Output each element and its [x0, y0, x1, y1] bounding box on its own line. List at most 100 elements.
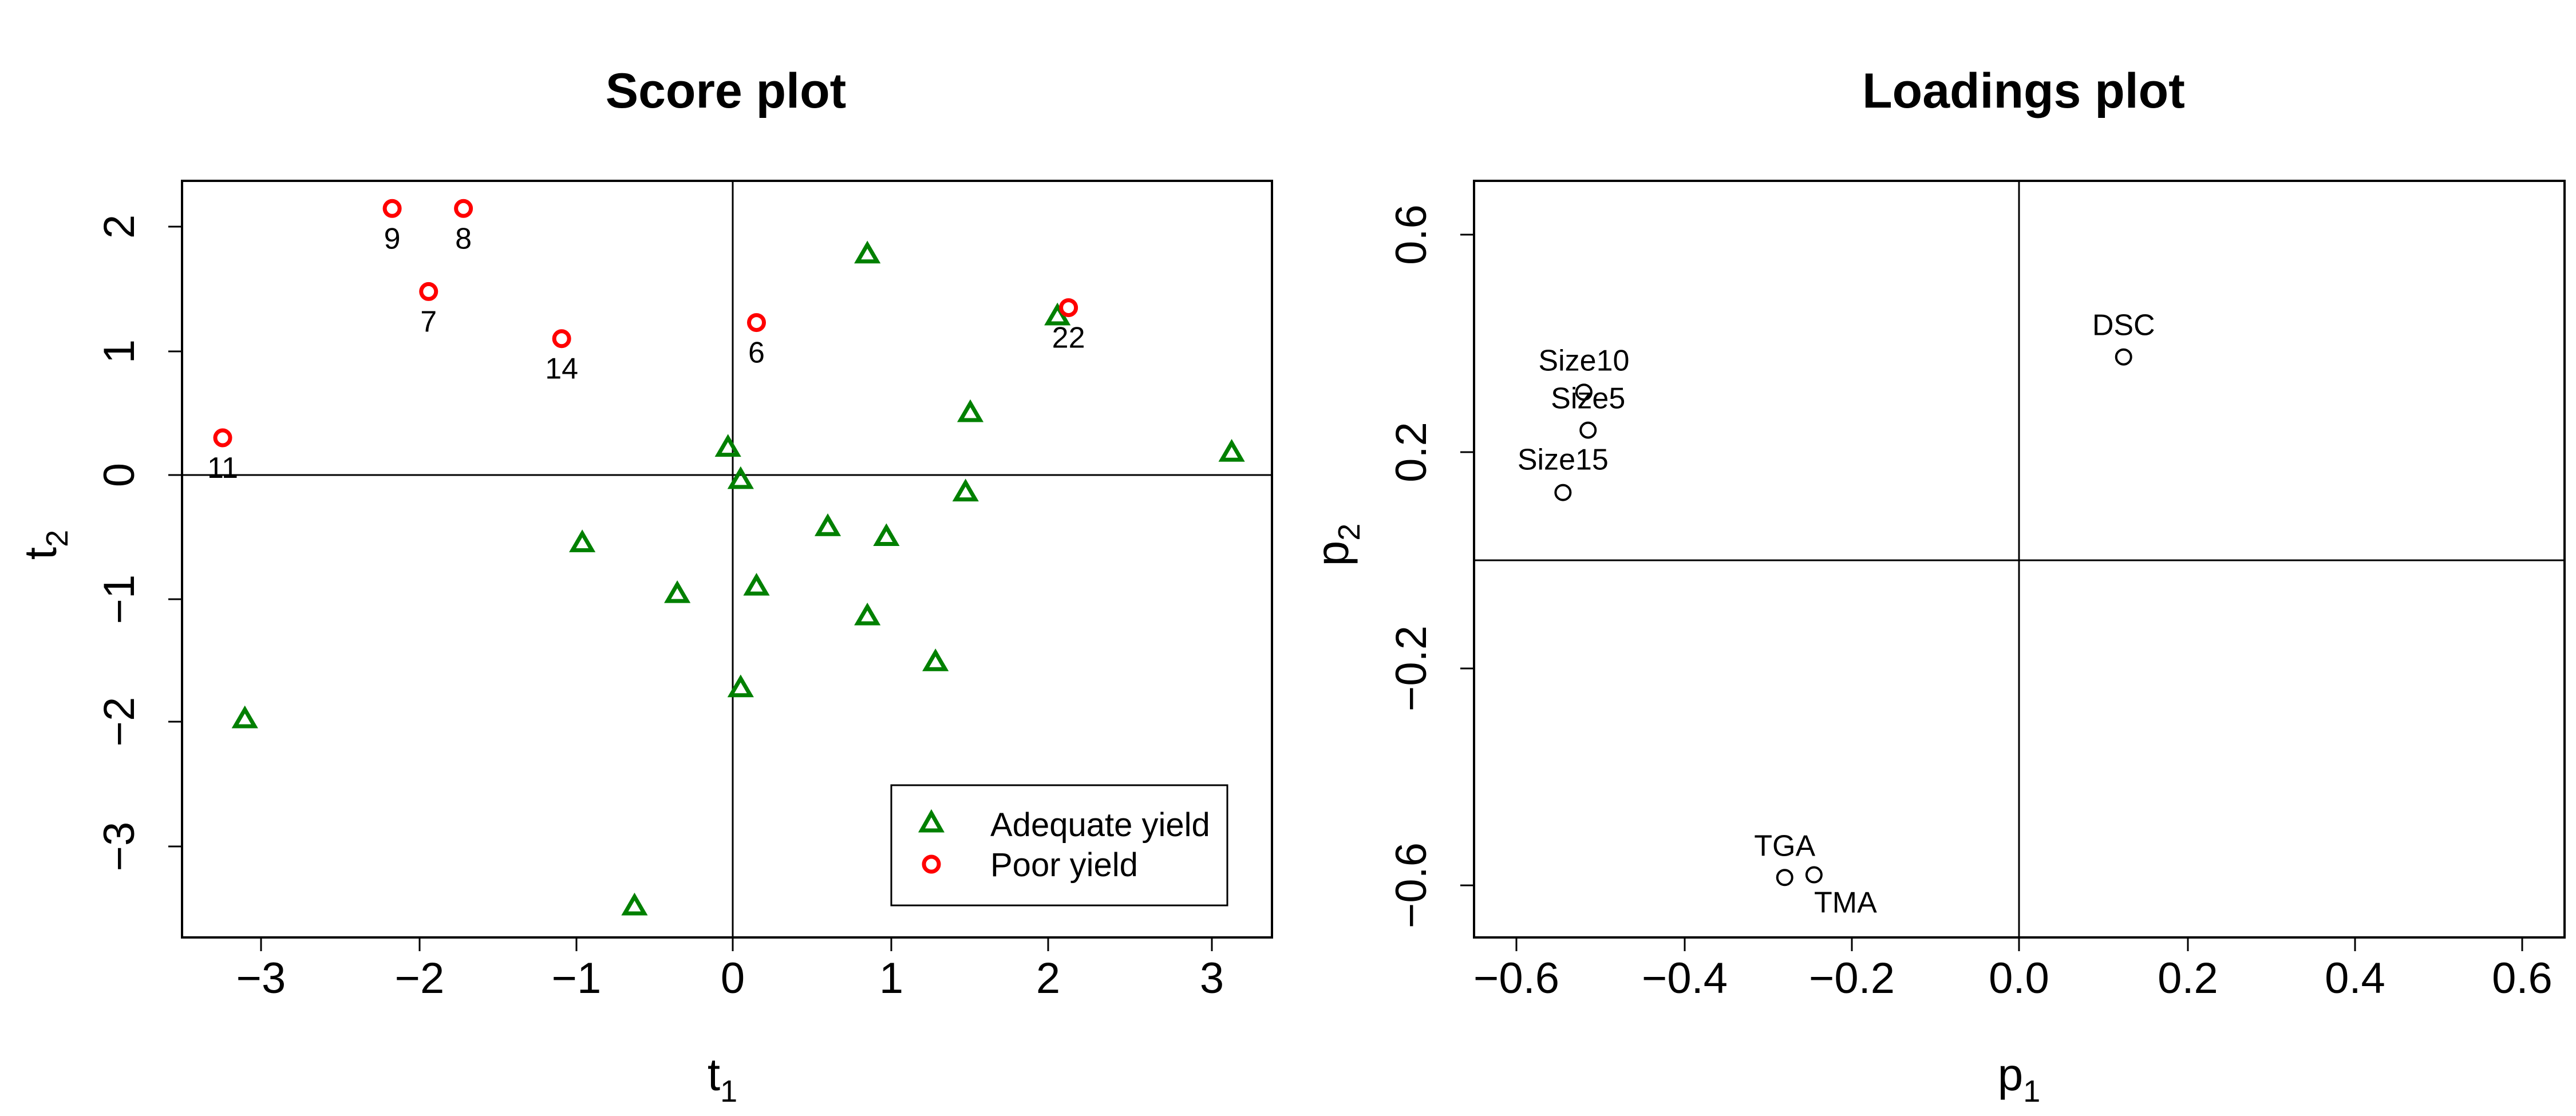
score-x-tick-label: −2	[395, 954, 445, 1003]
loadings-x-tick-7: 0.6	[2492, 937, 2553, 1003]
poor-yield-point-label: 14	[545, 353, 578, 386]
loadings-x-tick-label: 0.4	[2325, 954, 2385, 1003]
score-plot-title: Score plot	[606, 64, 847, 118]
score-x-tick-label: 3	[1200, 954, 1224, 1003]
score-y-tick-4: 0	[95, 463, 182, 487]
loadings-x-tick-label: −0.6	[1473, 954, 1559, 1003]
adequate-yield-point	[873, 523, 900, 547]
adequate-yield-point	[814, 513, 841, 536]
loading-point-label: Size10	[1538, 344, 1629, 377]
score-plot-y-label: t2	[15, 530, 74, 560]
score-y-tick-6: 2	[95, 215, 182, 239]
loadings-x-tick-3: −0.2	[1809, 937, 1895, 1003]
loadings-plot-points: DSC Size10 Size5 Size15 TGA TMA	[1518, 309, 2155, 920]
loadings-plot-y-label: p2	[1307, 524, 1366, 567]
loadings-x-tick-label: 0.6	[2492, 954, 2553, 1003]
loading-point	[1579, 421, 1597, 439]
score-x-tick-1: −3	[236, 937, 286, 1003]
loadings-plot-x-axis: −0.6 −0.4 −0.2 0.0 0.2 0.4 0.6	[1473, 936, 2553, 1003]
poor-yield-point-label: 8	[455, 222, 472, 255]
adequate-yield-point	[621, 892, 648, 916]
loadings-x-tick-1: −0.6	[1473, 937, 1559, 1003]
score-y-tick-5: 1	[95, 339, 182, 363]
loadings-y-tick-1: −0.6	[1387, 842, 1474, 928]
loadings-x-tick-label: −0.2	[1809, 954, 1895, 1003]
score-x-tick-3: −1	[552, 937, 601, 1003]
legend-box	[890, 784, 1228, 907]
score-x-tick-label: −3	[236, 954, 286, 1003]
score-plot-y-axis: −3 −2 −1 0 1 2	[95, 215, 183, 872]
loadings-y-tick-label: 0.2	[1387, 422, 1436, 482]
score-y-tick-label: 1	[95, 339, 144, 363]
score-x-tick-7: 3	[1200, 937, 1224, 1003]
legend-label: Adequate yield	[990, 806, 1210, 844]
loadings-y-tick-label: −0.6	[1387, 842, 1436, 928]
adequate-yield-point	[743, 572, 770, 596]
score-x-tick-6: 2	[1036, 937, 1060, 1003]
loadings-y-tick-label: 0.6	[1387, 204, 1436, 265]
loadings-x-tick-label: 0.0	[1989, 954, 2049, 1003]
score-x-tick-label: 0	[721, 954, 745, 1003]
score-y-tick-3: −1	[95, 575, 182, 624]
loadings-x-tick-5: 0.2	[2158, 937, 2218, 1003]
loadings-x-tick-4: 0.0	[1989, 937, 2049, 1003]
loading-point	[2115, 348, 2132, 366]
adequate-yield-point	[664, 580, 691, 603]
loadings-y-tick-label: −0.2	[1387, 626, 1436, 711]
score-y-tick-label: −2	[95, 697, 144, 747]
loading-point	[1575, 383, 1593, 401]
loadings-x-tick-label: 0.2	[2158, 954, 2218, 1003]
poor-yield-point	[213, 428, 232, 448]
loading-point	[1554, 484, 1572, 501]
loading-point-label: DSC	[2092, 309, 2155, 342]
adequate-yield-point	[1044, 302, 1071, 326]
adequate-yield-point	[569, 529, 596, 552]
score-plot: Score plot −3 −2 −1 0 1 2 3 −3 −2 −1 0 1…	[15, 64, 1273, 1109]
poor-yield-point-label: 11	[207, 452, 238, 485]
score-plot-points: 9 8 7 14 6 22 11	[207, 199, 1245, 916]
score-y-tick-2: −2	[95, 697, 182, 747]
score-plot-x-label: t1	[708, 1049, 737, 1109]
score-x-tick-4: 0	[721, 937, 745, 1003]
loadings-y-tick-4: 0.6	[1387, 204, 1474, 265]
loadings-x-tick-label: −0.4	[1642, 954, 1728, 1003]
legend-item-adequate-yield: Adequate yield	[918, 806, 1210, 844]
loadings-x-tick-6: 0.4	[2325, 937, 2385, 1003]
adequate-yield-point	[922, 648, 949, 671]
loading-point-label: Size5	[1551, 382, 1625, 415]
poor-yield-point	[747, 313, 767, 333]
adequate-yield-point	[854, 602, 881, 626]
score-x-tick-2: −2	[395, 937, 445, 1003]
adequate-yield-point	[727, 466, 754, 489]
score-plot-legend: Adequate yield Poor yield	[890, 784, 1228, 907]
loading-point	[1776, 869, 1793, 887]
score-y-tick-label: 2	[95, 215, 144, 239]
loading-point-label: TGA	[1754, 829, 1815, 862]
loading-point	[1805, 866, 1823, 884]
score-y-tick-label: 0	[95, 463, 144, 487]
loadings-x-tick-2: −0.4	[1642, 937, 1728, 1003]
score-y-tick-label: −3	[95, 822, 144, 872]
poor-yield-point-label: 6	[748, 337, 765, 370]
score-x-tick-label: 1	[879, 954, 903, 1003]
loadings-y-tick-3: 0.2	[1387, 422, 1474, 482]
adequate-yield-point	[1218, 439, 1245, 462]
score-plot-x-axis: −3 −2 −1 0 1 2 3	[236, 936, 1224, 1003]
poor-yield-point	[382, 199, 402, 218]
loading-point-label: Size15	[1518, 444, 1609, 477]
poor-yield-point	[1059, 298, 1078, 318]
poor-yield-point-label: 9	[384, 222, 401, 255]
loadings-plot: Loadings plot −0.6 −0.4 −0.2 0.0 0.2 0.4…	[1307, 64, 2566, 1109]
poor-yield-point	[454, 199, 473, 218]
poor-yield-point-label: 22	[1052, 322, 1085, 355]
adequate-yield-point	[854, 240, 881, 264]
loading-point-label: TMA	[1814, 887, 1877, 920]
poor-yield-point	[419, 282, 438, 301]
loadings-y-tick-2: −0.2	[1387, 626, 1474, 711]
loadings-plot-title: Loadings plot	[1862, 64, 2185, 118]
adequate-yield-point	[952, 478, 979, 502]
score-x-tick-label: 2	[1036, 954, 1060, 1003]
legend-label: Poor yield	[990, 846, 1138, 884]
score-y-tick-label: −1	[95, 575, 144, 624]
